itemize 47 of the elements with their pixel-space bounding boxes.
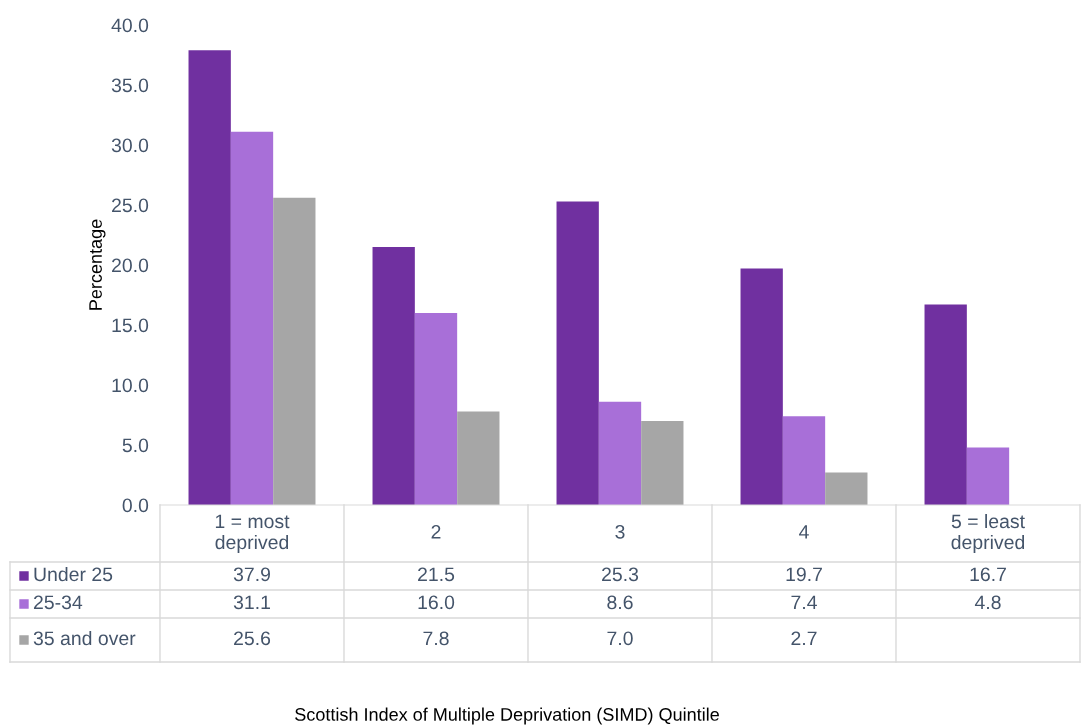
x-tick-label: 3 xyxy=(615,524,625,539)
data-label: 19.7 xyxy=(786,567,822,582)
data-label: 37.9 xyxy=(233,567,270,582)
y-tick-label: 0.0 xyxy=(122,498,149,513)
data-label: 8.6 xyxy=(607,595,633,610)
data-label: 7.0 xyxy=(607,631,633,646)
bar xyxy=(230,131,274,505)
data-label: 31.1 xyxy=(233,595,270,610)
y-tick-label: 15.0 xyxy=(112,318,149,333)
x-tick-label: 5 = least deprived xyxy=(951,513,1025,554)
data-label: 16.0 xyxy=(418,595,455,610)
y-tick-label: 5.0 xyxy=(122,438,149,453)
y-tick-label: 40.0 xyxy=(111,18,149,33)
y-tick-label: 30.0 xyxy=(111,138,149,153)
bar xyxy=(598,401,642,505)
bar xyxy=(414,313,458,505)
data-label: 25.6 xyxy=(234,631,271,646)
legend-label: 35 and over xyxy=(33,630,136,646)
y-axis-title: Percentage xyxy=(89,219,106,310)
bar xyxy=(641,421,684,505)
y-tick-label: 25.0 xyxy=(112,198,149,213)
bar xyxy=(966,447,1010,505)
data-label: 4.8 xyxy=(974,595,1001,610)
bar xyxy=(273,197,316,505)
bar xyxy=(740,268,783,505)
legend-label: 25-34 xyxy=(33,595,83,610)
text: Scottish Index of Multiple Deprivation (SIMD) Quintile xyxy=(295,707,719,725)
x-tick-label: 2 xyxy=(431,524,441,539)
x-tick-label: 4 xyxy=(799,525,809,539)
data-label: 16.7 xyxy=(970,567,1006,582)
bar xyxy=(782,416,826,505)
data-label: 21.5 xyxy=(418,567,455,582)
bar xyxy=(457,411,500,505)
legend-label: Under 25 xyxy=(34,566,113,582)
bar xyxy=(372,247,415,505)
bar xyxy=(825,472,868,505)
y-tick-label: 20.0 xyxy=(112,258,149,273)
y-tick-label: 10.0 xyxy=(112,378,149,393)
y-tick-label: 35.0 xyxy=(111,78,149,93)
bar xyxy=(188,50,231,505)
data-label: 2.7 xyxy=(791,631,817,646)
data-label: 7.4 xyxy=(791,595,817,610)
data-label: 7.8 xyxy=(423,631,449,646)
bar xyxy=(924,304,967,505)
data-label: 25.3 xyxy=(602,567,639,582)
x-tick-label: 1 = most deprived xyxy=(215,514,290,554)
bar xyxy=(556,201,599,505)
